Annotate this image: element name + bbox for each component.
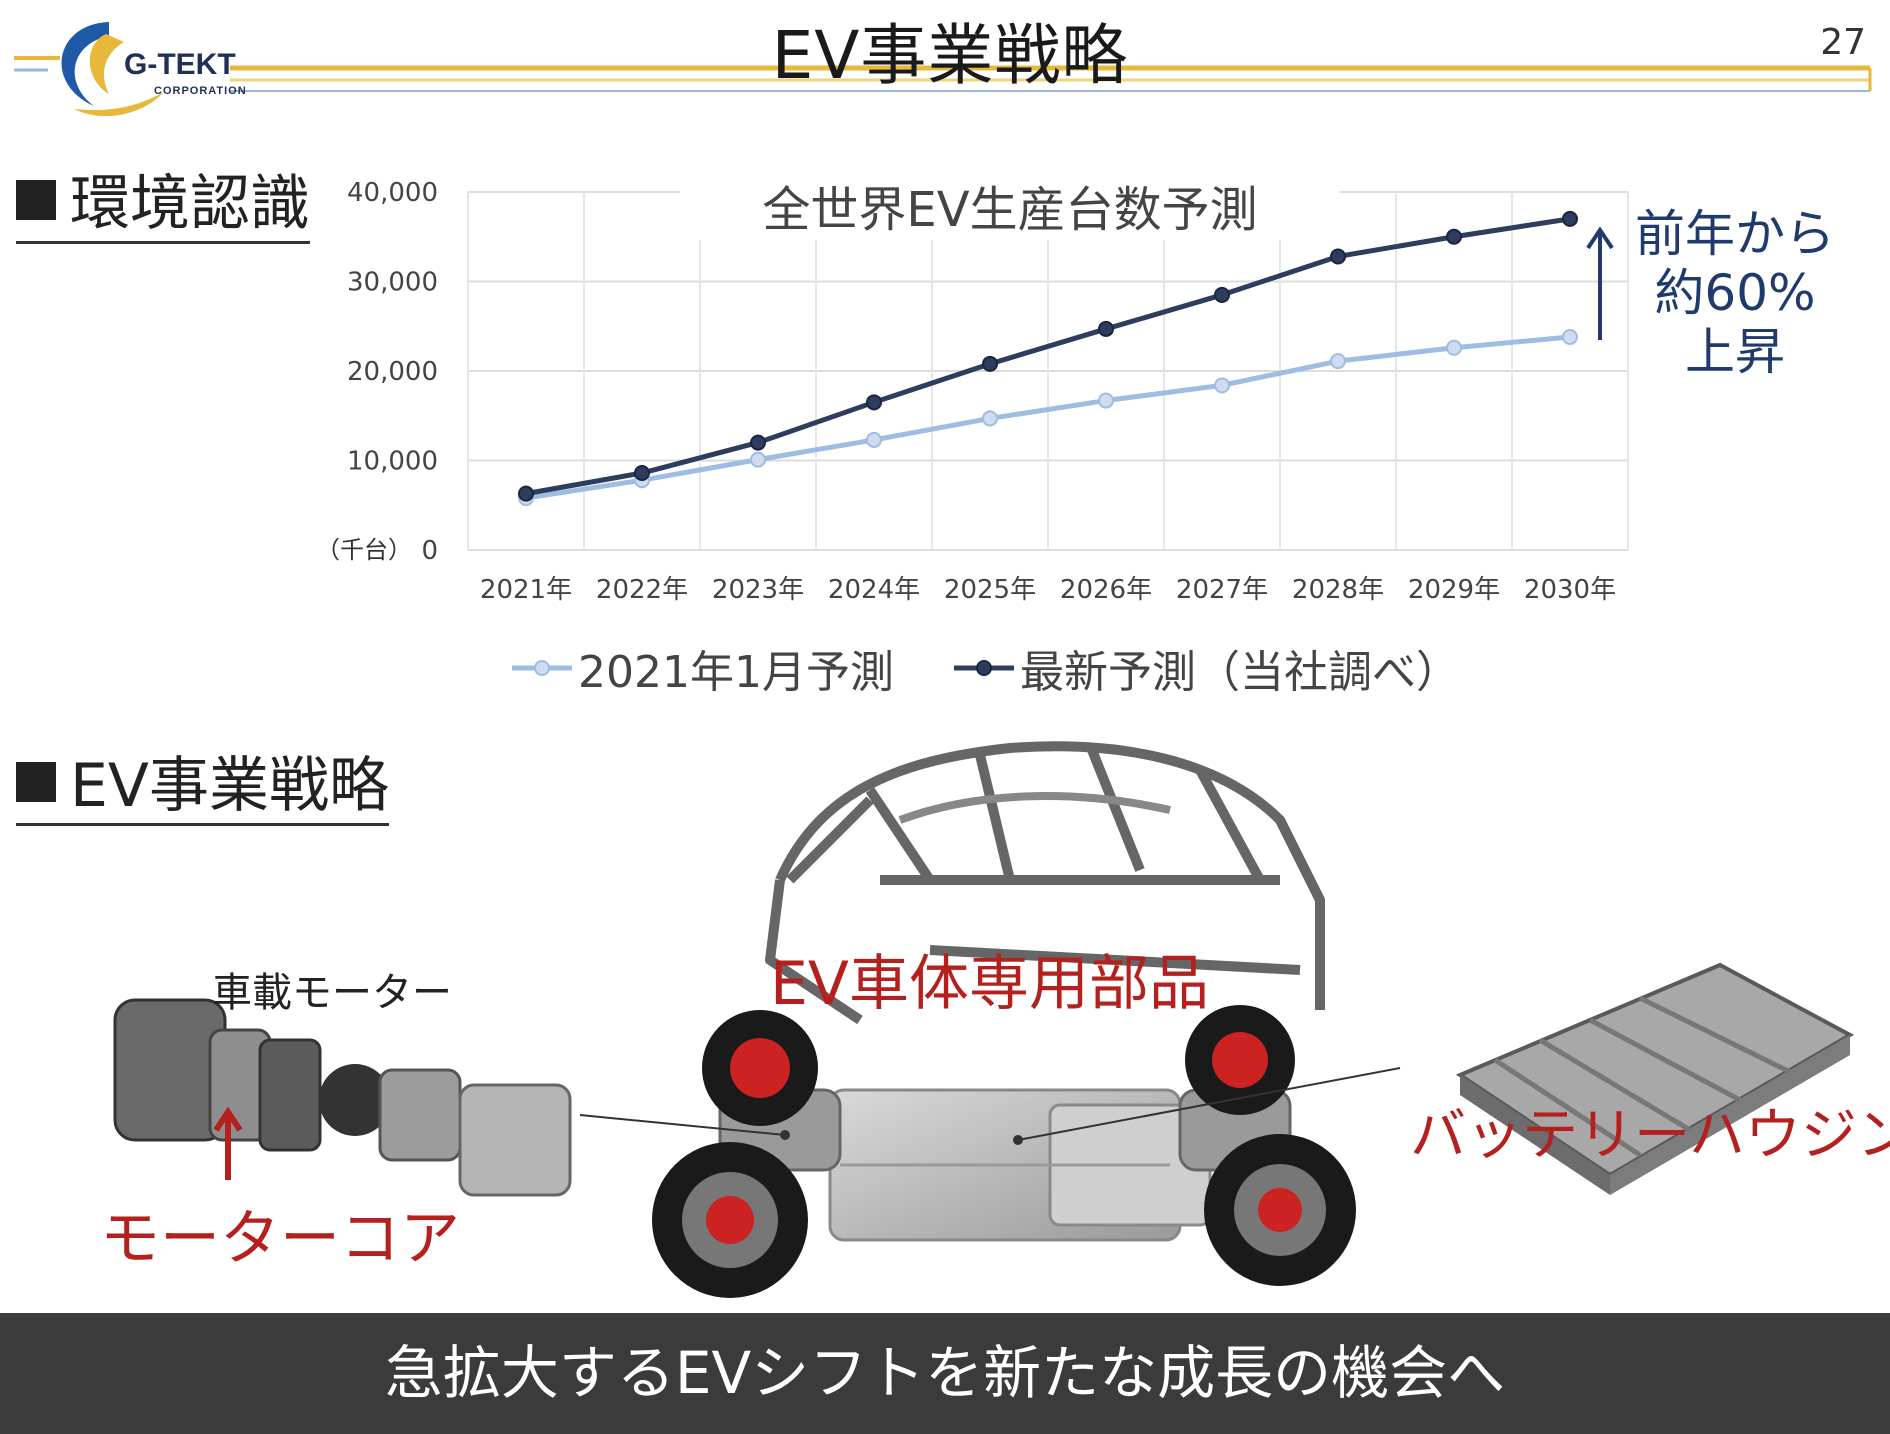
data-point (1446, 228, 1462, 245)
chart-title: 全世界EV生産台数予測 (680, 170, 1340, 240)
y-tick-label: 40,000 (347, 178, 438, 208)
chart-legend: 2021年1月予測 最新予測（当社調べ） (512, 636, 1520, 700)
square-bullet-icon (16, 180, 56, 220)
x-tick-label: 2022年 (596, 575, 688, 605)
data-point (1562, 328, 1578, 345)
data-point (866, 394, 882, 411)
data-point (1446, 339, 1462, 356)
square-bullet-icon (16, 762, 56, 802)
y-tick-label: 0 (421, 536, 438, 566)
data-point (518, 485, 534, 502)
motor-core-label: モーターコア (100, 1204, 460, 1274)
data-point (1330, 248, 1346, 265)
legend-item-2021-forecast: 2021年1月予測 (512, 636, 894, 700)
page-title: EV事業戦略 (771, 17, 1129, 94)
x-tick-label: 2026年 (1060, 575, 1152, 605)
motor-label: 車載モーター (212, 970, 452, 1016)
x-tick-label: 2028年 (1292, 575, 1384, 605)
data-point (982, 410, 998, 427)
annotation-line-2: 約60% (1654, 264, 1816, 322)
ev-chassis-image (652, 1005, 1356, 1298)
data-point (982, 355, 998, 372)
x-tick-label: 2023年 (712, 575, 804, 605)
up-arrow-icon (1586, 226, 1614, 340)
leader-line-motor (579, 1114, 786, 1136)
legend-label: 2021年1月予測 (578, 647, 894, 698)
legend-label: 最新予測（当社調べ） (1019, 647, 1460, 698)
data-point (1214, 377, 1230, 394)
y-tick-label: 20,000 (347, 357, 438, 387)
series-line-1 (525, 216, 1571, 497)
x-tick-label: 2024年 (828, 575, 920, 605)
header-stripe (14, 56, 1872, 92)
x-tick-label: 2021年 (480, 575, 572, 605)
series-line-0 (525, 334, 1571, 501)
leader-line-battery (1017, 1067, 1401, 1141)
data-point (634, 465, 650, 482)
y-tick-label: 30,000 (347, 268, 438, 298)
bottom-banner: 急拡大するEVシフトを新たな成長の機会へ (0, 1313, 1890, 1434)
section-heading-strategy: EV事業戦略 (16, 752, 389, 826)
chart-unit-label: （千台） (316, 536, 412, 564)
growth-annotation: 前年から 約60% 上昇 (1630, 205, 1840, 382)
section-heading-text: 環境認識 (70, 169, 310, 239)
data-point (750, 451, 766, 468)
company-logo: G-TEKT CORPORATION (14, 14, 334, 126)
x-tick-label: 2025年 (944, 575, 1036, 605)
ev-components-illustration (113, 741, 1855, 1298)
svg-text:CORPORATION: CORPORATION (154, 85, 247, 97)
data-point (1098, 320, 1114, 337)
ev-production-chart: 0 10,000 20,000 30,000 40,000 2021年 2022年 2023年… (347, 178, 1629, 605)
battery-housing-image (1455, 962, 1855, 1195)
battery-housing-label: バッテリーハウジング (1410, 1103, 1890, 1168)
data-point (750, 434, 766, 451)
x-tick-label: 2029年 (1408, 575, 1500, 605)
x-tick-label: 2027年 (1176, 575, 1268, 605)
ev-body-parts-label: EV車体専用部品 (770, 949, 1209, 1019)
legend-marker-dark-icon (953, 660, 1014, 676)
legend-item-latest-forecast: 最新予測（当社調べ） (953, 636, 1460, 700)
x-tick-label: 2030年 (1524, 575, 1616, 605)
data-point (1330, 353, 1346, 370)
section-heading-text: EV事業戦略 (70, 751, 389, 821)
legend-marker-light-icon (512, 660, 572, 676)
svg-text:G-TEKT: G-TEKT (124, 48, 236, 81)
page-number: 27 (1820, 22, 1866, 63)
data-point (1214, 286, 1230, 303)
y-tick-label: 10,000 (347, 447, 438, 477)
annotation-line-1: 前年から (1635, 205, 1835, 263)
annotation-line-3: 上昇 (1685, 323, 1785, 381)
data-point (866, 431, 882, 448)
section-heading-environment: 環境認識 (16, 170, 310, 244)
car-body-frame-image (765, 741, 1325, 1025)
data-point (1562, 210, 1578, 227)
data-point (1098, 392, 1114, 409)
motor-image (113, 998, 572, 1197)
